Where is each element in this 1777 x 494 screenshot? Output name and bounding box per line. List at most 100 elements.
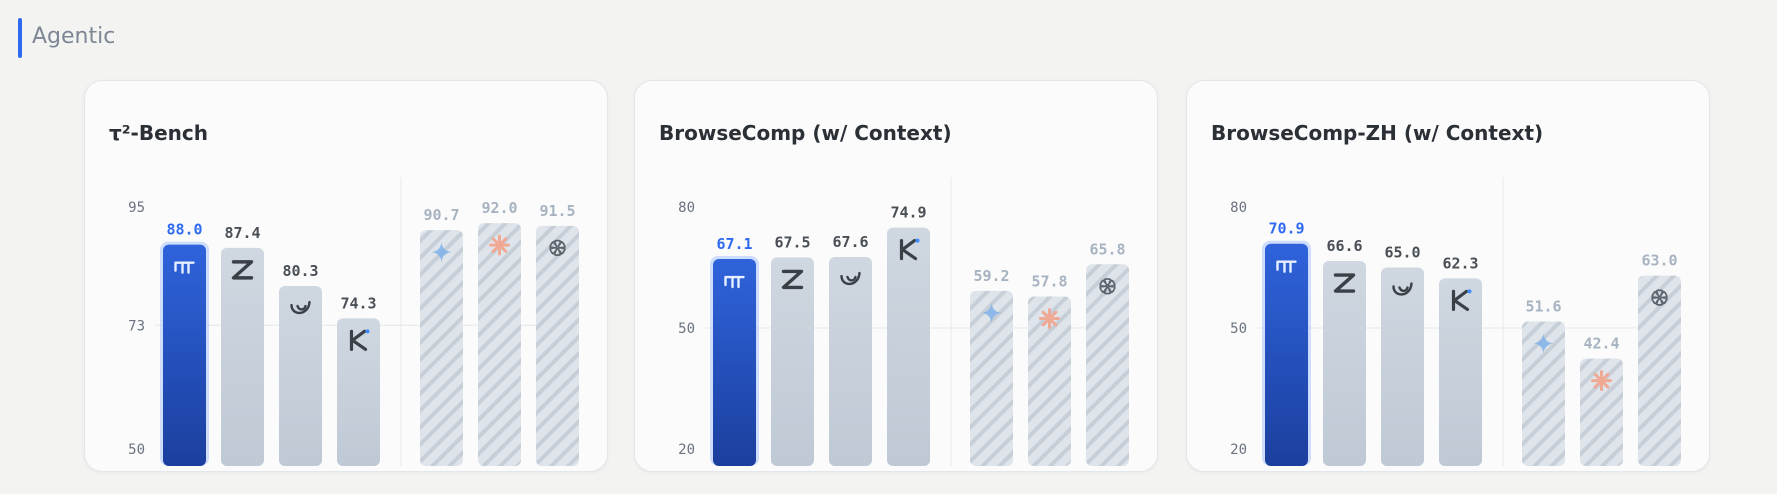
bar: [478, 223, 521, 466]
starburst-logo-icon: [1039, 308, 1060, 330]
bar: [337, 318, 380, 466]
bar-rect: [1439, 278, 1482, 466]
card-title: BrowseComp-ZH (w/ Context): [1211, 121, 1544, 145]
bar-value-label: 70.9: [1268, 220, 1304, 238]
bar-value-label: 59.2: [973, 267, 1009, 285]
bar-value-label: 74.9: [890, 204, 926, 222]
whale-logo-icon: [290, 300, 311, 315]
bar: [1262, 240, 1311, 466]
bar: [160, 241, 209, 466]
bar-rect: [829, 257, 872, 466]
bar-rect: [1265, 243, 1308, 466]
bar: [1522, 321, 1565, 466]
bar: [829, 257, 872, 466]
sparkle-logo-icon: [1533, 333, 1554, 354]
bar-rect: [771, 257, 814, 466]
k-logo-icon: [1451, 289, 1472, 311]
bar: [221, 247, 264, 466]
bar-value-label: 66.6: [1326, 237, 1362, 255]
bar-rect: [1580, 358, 1623, 466]
sparkle-logo-icon: [431, 242, 452, 263]
bar-rect: [1323, 261, 1366, 466]
bar-value-label: 87.4: [224, 224, 260, 242]
bar-value-label: 88.0: [166, 221, 202, 239]
starburst-logo-icon: [489, 234, 510, 256]
benchmark-card-tau2: τ²-Bench 95 73 50 88.0 87.4 80.3 74.3 90.7 92.0 9…: [84, 80, 608, 472]
bar-rect: [970, 290, 1013, 466]
bar-value-label: 74.3: [340, 294, 376, 312]
starburst-logo-icon: [1591, 370, 1612, 392]
y-tick-label: 20: [678, 442, 695, 458]
bar-rect: [536, 225, 579, 466]
y-tick-label: 50: [1230, 321, 1247, 337]
bar-rect: [1638, 275, 1681, 466]
bar-value-label: 57.8: [1031, 273, 1067, 291]
bar: [1381, 267, 1424, 466]
card-title: τ²-Bench: [109, 121, 208, 145]
bar-rect: [337, 318, 380, 466]
sparkle-logo-icon: [981, 302, 1002, 323]
bar: [1323, 261, 1366, 466]
bar-rect: [1086, 264, 1129, 466]
bar-chart: 80 50 20 67.1 67.5 67.6 74.9 59.2 57.8 65.8: [678, 177, 1129, 466]
k-logo-icon: [349, 329, 370, 351]
y-tick-label: 20: [1230, 442, 1247, 458]
bar: [710, 256, 759, 466]
bar-rect: [1522, 321, 1565, 466]
benchmark-card-browsecomp: BrowseComp (w/ Context) 80 50 20 67.1 67.5 67…: [634, 80, 1158, 472]
bar-rect: [221, 247, 264, 466]
bars-logo-icon: [724, 275, 745, 289]
bar-value-label: 62.3: [1442, 254, 1478, 272]
bar-chart: 95 73 50 88.0 87.4 80.3 74.3 90.7 92.0 91.5: [128, 177, 579, 466]
y-tick-label: 50: [678, 321, 695, 337]
section-accent-bar: [18, 18, 22, 58]
bar-value-label: 92.0: [481, 199, 517, 217]
bar-value-label: 65.0: [1384, 244, 1420, 262]
benchmark-card-browsecomp-zh: BrowseComp-ZH (w/ Context) 80 50 20 70.9 66.…: [1186, 80, 1710, 472]
y-tick-label: 95: [128, 200, 145, 216]
bar-value-label: 91.5: [539, 202, 575, 220]
bar: [1439, 278, 1482, 466]
bar-value-label: 67.6: [832, 233, 868, 251]
y-tick-label: 80: [1230, 200, 1247, 216]
whale-logo-icon: [1392, 282, 1413, 296]
bar: [279, 286, 322, 466]
bar-rect: [713, 259, 756, 466]
bars-logo-icon: [1276, 260, 1297, 273]
bar-chart: 80 50 20 70.9 66.6 65.0 62.3 51.6 42.4 63.0: [1230, 177, 1681, 466]
bar-value-label: 51.6: [1525, 298, 1561, 316]
bars-logo-icon: [174, 261, 195, 274]
bar: [536, 225, 579, 466]
knot-logo-icon: [1651, 289, 1668, 306]
whale-logo-icon: [840, 271, 861, 286]
knot-logo-icon: [549, 239, 566, 256]
bar: [1028, 296, 1071, 466]
bar-rect: [420, 230, 463, 466]
y-tick-label: 80: [678, 200, 695, 216]
bar-rect: [1381, 267, 1424, 466]
section-title: Agentic: [32, 24, 116, 49]
z-logo-icon: [781, 269, 804, 290]
bar-rect: [478, 223, 521, 466]
bar-value-label: 90.7: [423, 206, 459, 224]
bar: [1086, 264, 1129, 466]
bar-value-label: 42.4: [1583, 335, 1619, 353]
bar-value-label: 80.3: [282, 262, 318, 280]
bar: [887, 227, 930, 466]
bar: [771, 257, 814, 466]
k-logo-icon: [899, 238, 920, 261]
bar-value-label: 67.5: [774, 233, 810, 251]
y-tick-label: 73: [128, 318, 145, 334]
knot-logo-icon: [1099, 278, 1116, 295]
bar-value-label: 63.0: [1641, 252, 1677, 270]
bar-rect: [279, 286, 322, 466]
bar: [970, 290, 1013, 466]
bar-rect: [163, 244, 206, 466]
bar: [420, 230, 463, 466]
bar: [1638, 275, 1681, 466]
y-tick-label: 50: [128, 442, 145, 458]
bar-rect: [887, 227, 930, 466]
bar-value-label: 65.8: [1089, 240, 1125, 258]
z-logo-icon: [1333, 273, 1356, 293]
bar-value-label: 67.1: [716, 235, 752, 253]
